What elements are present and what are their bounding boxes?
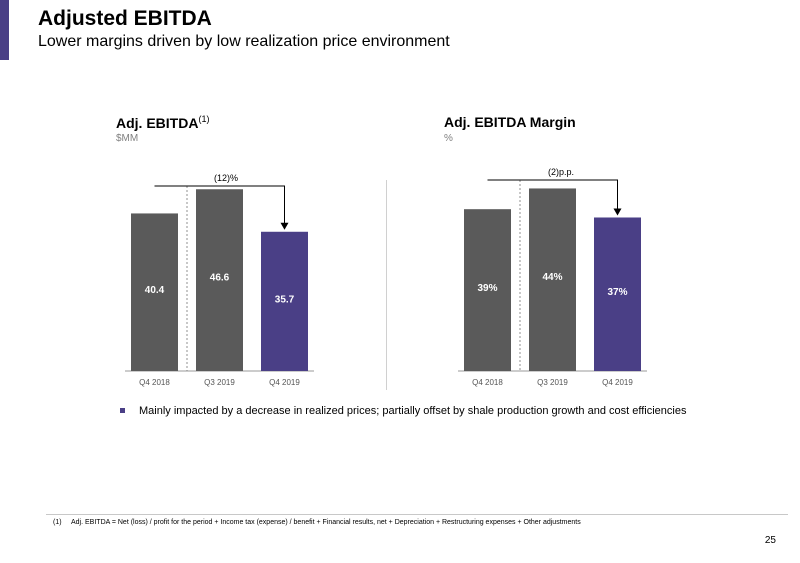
ebitda-value-label: 35.7 — [275, 295, 295, 306]
margin-arrowhead — [613, 208, 622, 216]
accent-bar — [0, 0, 9, 60]
page-number: 25 — [764, 535, 776, 546]
margin-category-label: Q4 2019 — [602, 378, 633, 387]
bullet-text: Mainly impacted by a decrease in realize… — [139, 405, 687, 417]
margin-bar — [529, 188, 576, 371]
ebitda-bar — [261, 231, 308, 371]
ebitda-category-label: Q4 2019 — [269, 378, 300, 387]
margin-value-label: 39% — [477, 283, 497, 294]
bullet-marker — [120, 408, 125, 413]
ebitda-footnote-ref: (1) — [198, 114, 210, 124]
ebitda-category-label: Q4 2018 — [139, 378, 170, 387]
ebitda-value-label: 46.6 — [210, 272, 230, 283]
margin-category-label: Q3 2019 — [537, 378, 568, 387]
footnote-text: Adj. EBITDA = Net (loss) / profit for th… — [71, 519, 581, 526]
footnote-number: (1) — [53, 519, 62, 526]
page-title: Adjusted EBITDA — [38, 7, 212, 30]
margin-change-bracket — [487, 179, 618, 210]
margin-value-label: 37% — [607, 287, 627, 298]
margin-bar — [594, 217, 641, 371]
margin-category-label: Q4 2018 — [472, 378, 503, 387]
ebitda-chart-title-text: Adj. EBITDA — [116, 115, 199, 131]
ebitda-chart-title: Adj. EBITDA(1) — [116, 114, 209, 131]
margin-bar — [464, 209, 511, 371]
page-subtitle: Lower margins driven by low realization … — [38, 33, 450, 50]
ebitda-chart-unit: $MM — [116, 133, 139, 144]
ebitda-value-label: 40.4 — [145, 285, 165, 296]
margin-chart-unit: % — [444, 133, 453, 144]
margin-value-label: 44% — [542, 272, 562, 283]
footnote: (1) Adj. EBITDA = Net (loss) / profit for… — [53, 519, 581, 526]
chart-divider — [386, 180, 387, 390]
ebitda-category-label: Q3 2019 — [204, 378, 235, 387]
ebitda-arrowhead — [280, 222, 289, 230]
ebitda-bar — [196, 189, 243, 371]
footnote-divider — [46, 514, 788, 515]
ebitda-bar — [131, 213, 178, 371]
ebitda-change-label: (12)% — [214, 173, 238, 183]
margin-change-label: (2)p.p. — [548, 167, 574, 177]
margin-chart-title: Adj. EBITDA Margin — [444, 114, 576, 130]
ebitda-change-bracket — [154, 185, 285, 224]
